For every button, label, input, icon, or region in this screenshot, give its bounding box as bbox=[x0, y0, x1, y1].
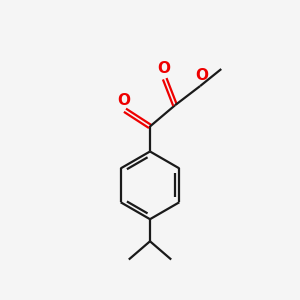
Text: O: O bbox=[157, 61, 170, 76]
Text: O: O bbox=[195, 68, 208, 82]
Text: O: O bbox=[117, 93, 130, 108]
